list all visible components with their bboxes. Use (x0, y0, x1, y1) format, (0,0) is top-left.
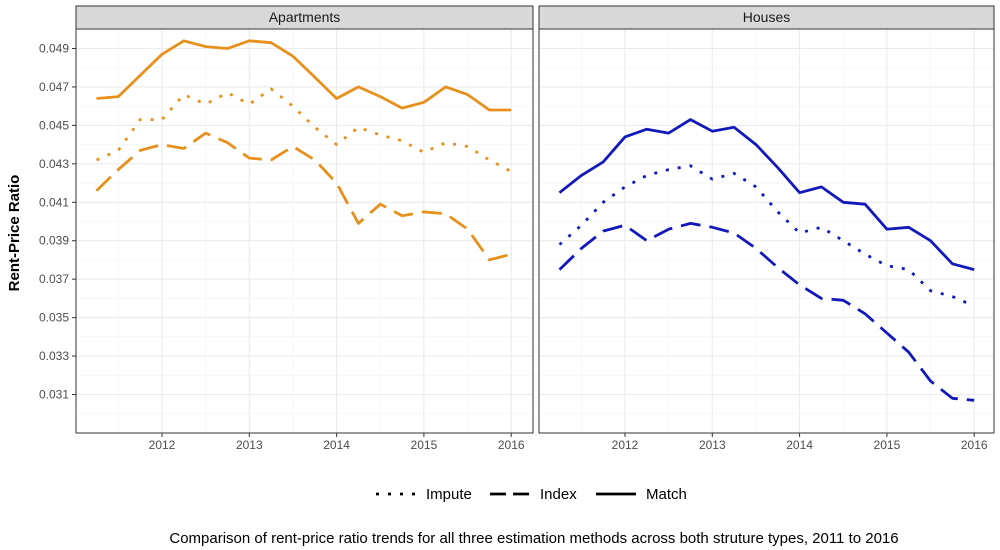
x-tick-label: 2013 (236, 438, 263, 452)
panel-apartments: 2012 2013 2014 2015 2016 0.031 0.033 0.035 0.037… (39, 5, 534, 452)
x-tick-label: 2013 (699, 438, 726, 452)
x-tick-label: 2016 (498, 438, 525, 452)
x-tick-label: 2012 (612, 438, 639, 452)
y-tick-label: 0.045 (39, 118, 69, 132)
x-tick-label: 2014 (786, 438, 813, 452)
series-line-index (95, 131, 512, 262)
y-tick-label: 0.033 (39, 349, 69, 363)
plot-background (76, 29, 533, 433)
chart-caption: Comparison of rent-price ratio trends fo… (169, 530, 898, 547)
legend-label: Impute (426, 486, 472, 503)
y-tick-label: 0.035 (39, 311, 69, 325)
x-tick-label: 2012 (149, 438, 176, 452)
y-tick-label: 0.049 (39, 42, 69, 56)
legend-label: Index (540, 486, 577, 503)
y-tick-label: 0.043 (39, 157, 69, 171)
series-line-index (558, 221, 975, 402)
facet-strip (75, 5, 534, 30)
legend-label: Match (646, 486, 687, 503)
y-tick-label: 0.047 (39, 80, 69, 94)
legend-item-impute: Impute (376, 486, 472, 503)
chart-panels: 2012 2013 2014 2015 2016 0.031 0.033 0.035 0.037… (39, 5, 995, 452)
y-tick-label: 0.037 (39, 272, 69, 286)
series-line-match (558, 118, 975, 271)
facet-strip-label: Houses (743, 9, 790, 25)
panel-houses: 2012 2013 2014 2015 2016 Houses (538, 5, 995, 452)
legend-item-match: Match (596, 486, 687, 503)
legend: Impute Index Match (376, 486, 687, 503)
facet-strip (538, 5, 995, 30)
series-line-match (96, 39, 512, 112)
y-tick-label: 0.039 (39, 234, 69, 248)
x-tick-label: 2014 (323, 438, 350, 452)
y-axis-label: Rent-Price Ratio (6, 175, 23, 292)
y-tick-label: 0.041 (39, 195, 69, 209)
legend-item-index: Index (490, 486, 577, 503)
x-tick-label: 2015 (411, 438, 438, 452)
x-tick-label: 2015 (874, 438, 901, 452)
plot-background (539, 29, 994, 433)
y-tick-label: 0.031 (39, 388, 69, 402)
series-line-impute (95, 87, 512, 173)
facet-strip-label: Apartments (269, 9, 341, 25)
x-tick-label: 2016 (961, 438, 988, 452)
